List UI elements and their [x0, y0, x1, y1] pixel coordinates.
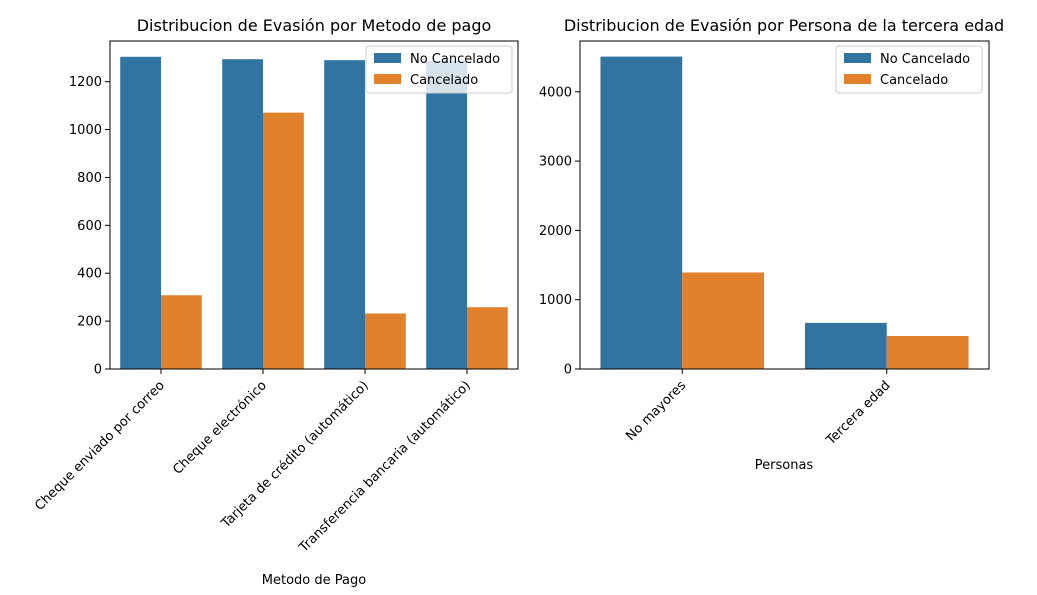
x-tick-label: Cheque enviado por correo	[32, 378, 168, 514]
x-tick-label: No mayores	[623, 378, 689, 444]
bar-cancelado-0	[682, 272, 765, 369]
plot-frame	[109, 40, 519, 370]
bar-cancelado-2	[365, 313, 406, 369]
y-tick-label: 200	[77, 315, 102, 330]
chart-title: Distribucion de Evasión por Persona de l…	[564, 16, 1004, 35]
y-tick-label: 1200	[69, 75, 102, 90]
bar-cancelado-3	[467, 307, 508, 369]
chart-title: Distribucion de Evasión por Metodo de pa…	[137, 16, 492, 35]
bar-no-cancelado-1	[222, 59, 263, 369]
legend-box	[835, 45, 983, 94]
bar-no-cancelado-3	[426, 61, 467, 370]
y-tick-label: 3000	[539, 155, 572, 170]
x-tick-label: Transferencia bancaria (automático)	[296, 378, 474, 556]
legend-swatch-no-cancelado	[374, 53, 401, 63]
y-tick-label: 0	[94, 363, 102, 378]
bars	[120, 56, 508, 370]
bar-cancelado-0	[161, 295, 202, 369]
y-tick-label: 0	[564, 363, 572, 378]
legend: No Cancelado Cancelado	[835, 45, 983, 94]
x-axis-label: Metodo de Pago	[262, 573, 366, 588]
bar-cancelado-1	[886, 336, 969, 369]
y-axis: 0 200 400 600 800 1000 1200	[69, 75, 110, 378]
chart-payment-method: Distribucion de Evasión por Metodo de pa…	[32, 16, 519, 588]
y-tick-label: 800	[77, 171, 102, 186]
x-axis: Cheque enviado por correo Cheque electrón…	[32, 369, 474, 556]
plot-frame	[579, 40, 990, 370]
bar-no-cancelado-0	[600, 56, 683, 370]
y-tick-label: 1000	[539, 293, 572, 308]
y-tick-label: 4000	[539, 85, 572, 100]
legend: No Cancelado Cancelado	[365, 45, 513, 94]
legend-label-no-cancelado: No Cancelado	[410, 52, 500, 67]
x-tick-label: Cheque electrónico	[170, 378, 270, 478]
x-tick-label: Tercera edad	[823, 378, 894, 449]
bar-no-cancelado-1	[804, 322, 887, 369]
bars	[600, 56, 969, 370]
legend-swatch-cancelado	[844, 74, 871, 84]
legend-swatch-no-cancelado	[844, 53, 871, 63]
x-axis-label: Personas	[755, 458, 814, 473]
legend-label-cancelado: Cancelado	[410, 73, 478, 88]
legend-label-no-cancelado: No Cancelado	[880, 52, 970, 67]
y-axis: 0 1000 2000 3000 4000	[539, 85, 580, 378]
y-tick-label: 2000	[539, 224, 572, 239]
bar-no-cancelado-2	[324, 60, 365, 370]
chart-senior-citizen: Distribucion de Evasión por Persona de l…	[539, 16, 1004, 473]
legend-label-cancelado: Cancelado	[880, 73, 948, 88]
y-tick-label: 600	[77, 219, 102, 234]
bar-cancelado-1	[263, 112, 304, 369]
legend-swatch-cancelado	[374, 74, 401, 84]
y-tick-label: 400	[77, 267, 102, 282]
legend-box	[365, 45, 513, 94]
bar-no-cancelado-0	[120, 56, 161, 370]
x-axis: No mayores Tercera edad	[623, 369, 894, 449]
y-tick-label: 1000	[69, 123, 102, 138]
